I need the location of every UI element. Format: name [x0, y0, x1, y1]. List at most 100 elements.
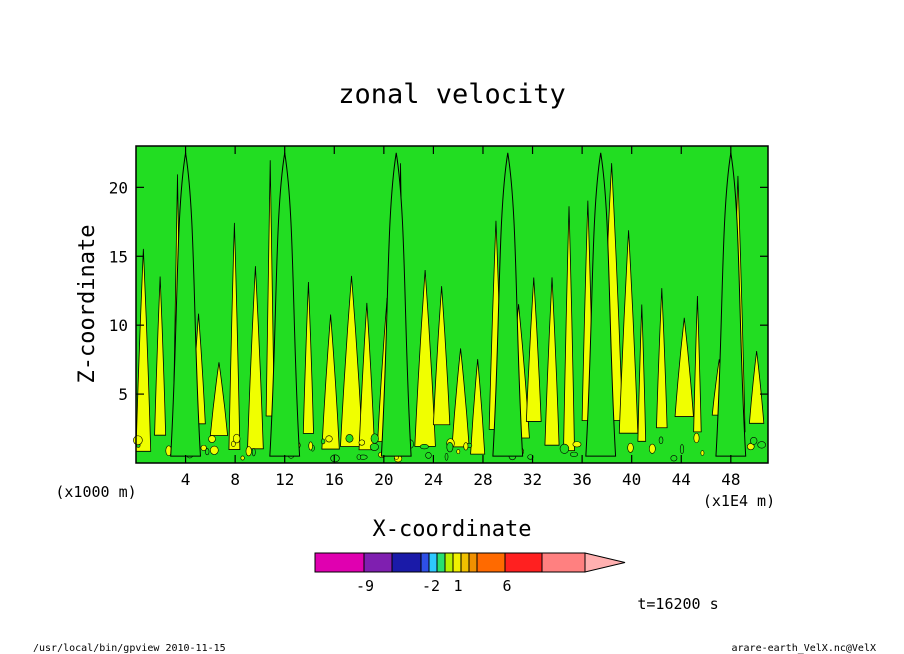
velocity-band-27 — [637, 304, 647, 442]
surface-cell — [208, 435, 216, 443]
surface-cell — [444, 453, 449, 461]
velocity-band-18 — [470, 359, 486, 455]
velocity-band-16 — [432, 286, 451, 426]
velocity-band-10 — [321, 314, 340, 450]
colorbar-cell-12 — [541, 552, 586, 573]
surface-cell — [370, 433, 379, 444]
surface-cell — [456, 449, 461, 455]
surface-cell — [757, 441, 766, 449]
surface-cell — [670, 455, 678, 462]
velocity-field — [133, 152, 766, 463]
x-tick-label-28: 28 — [473, 470, 492, 489]
velocity-band-4 — [209, 362, 229, 436]
footer-source: arare-earth_VelX.nc@VelX — [732, 643, 877, 654]
surface-cell — [200, 444, 207, 451]
velocity-band-11 — [340, 275, 363, 447]
y-tick-label-20: 20 — [109, 178, 128, 197]
colorbar-cell-10 — [476, 552, 506, 573]
colorbar: -9 -2 1 6 — [314, 552, 626, 595]
colorbar-cell-9 — [468, 552, 478, 573]
x-tick-label-16: 16 — [325, 470, 344, 489]
x-tick-label-8: 8 — [230, 470, 240, 489]
plot-frame — [135, 145, 769, 464]
velocity-band-1 — [154, 276, 167, 436]
surface-cell — [325, 435, 333, 443]
plume-2 — [380, 152, 412, 457]
surface-cell — [648, 443, 656, 454]
colorbar-cell-6 — [444, 552, 454, 573]
x-tick-label-12: 12 — [275, 470, 294, 489]
x-tick-label-24: 24 — [424, 470, 443, 489]
surface-cell — [240, 455, 245, 461]
colorbar-label-2: 1 — [453, 577, 462, 595]
surface-cell — [679, 444, 685, 455]
x-tick-label-44: 44 — [672, 470, 691, 489]
velocity-band-17 — [451, 348, 470, 448]
surface-cell — [446, 441, 454, 453]
surface-cell — [627, 442, 634, 453]
colorbar-cell-1 — [363, 552, 393, 573]
surface-cell — [356, 454, 362, 460]
colorbar-cell-8 — [460, 552, 470, 573]
surface-cell — [572, 441, 582, 448]
x-unit-left: (x1000 m) — [55, 483, 136, 501]
velocity-band-30 — [693, 295, 702, 433]
colorbar-cell-0 — [314, 552, 365, 573]
plume-4 — [585, 152, 617, 457]
y-axis: 5 10 15 20 — [109, 178, 768, 404]
surface-cell — [245, 446, 252, 457]
velocity-band-5 — [228, 222, 241, 450]
y-tick-label-15: 15 — [109, 247, 128, 266]
time-label: t=16200 s — [637, 595, 718, 613]
surface-cell — [205, 448, 210, 456]
velocity-band-29 — [674, 317, 694, 417]
colorbar-cell-4 — [428, 552, 438, 573]
colorbar-label-1: -2 — [422, 577, 440, 595]
colorbar-label-3: 6 — [502, 577, 511, 595]
surface-cell — [750, 436, 758, 445]
surface-cell — [419, 444, 429, 450]
velocity-band-9 — [302, 282, 314, 434]
surface-cell — [700, 450, 705, 456]
chart-title: zonal velocity — [338, 79, 566, 110]
velocity-band-15 — [414, 269, 436, 447]
x-tick-label-36: 36 — [572, 470, 591, 489]
x-tick-label-48: 48 — [721, 470, 740, 489]
x-axis: 4 8 12 16 20 24 28 32 36 40 44 48 — [181, 146, 740, 489]
velocity-band-6 — [247, 266, 264, 450]
surface-cell — [658, 436, 664, 445]
velocity-band-21 — [525, 277, 542, 422]
velocity-band-0 — [135, 248, 152, 452]
footer-command: /usr/local/bin/gpview 2010-11-15 — [33, 643, 226, 654]
surface-cell — [570, 451, 578, 458]
surface-cell — [330, 454, 340, 463]
surface-cell — [133, 435, 143, 446]
velocity-band-28 — [656, 288, 668, 429]
colorbar-cell-3 — [420, 552, 430, 573]
surface-cell — [231, 441, 236, 447]
velocity-band-33 — [748, 350, 765, 424]
colorbar-label-0: -9 — [356, 577, 374, 595]
surface-cell — [358, 439, 366, 446]
surface-cell — [369, 443, 379, 451]
surface-cell — [210, 445, 219, 455]
surface-cell — [308, 441, 313, 451]
velocity-band-12 — [358, 302, 376, 451]
surface-cell — [693, 432, 700, 444]
colorbar-extension — [584, 552, 626, 573]
velocity-band-26 — [618, 230, 639, 434]
velocity-band-22 — [544, 277, 560, 446]
surface-cell — [345, 434, 354, 443]
x-tick-label-20: 20 — [374, 470, 393, 489]
x-axis-label: X-coordinate — [373, 517, 532, 542]
x-tick-label-4: 4 — [181, 470, 191, 489]
surface-cell — [251, 448, 256, 457]
colorbar-cell-7 — [452, 552, 462, 573]
surface-cell — [425, 452, 432, 459]
colorbar-cell-5 — [436, 552, 446, 573]
surface-cell — [233, 433, 241, 444]
surface-cell — [320, 438, 326, 445]
velocity-band-23 — [563, 206, 575, 452]
surface-cell — [463, 442, 469, 451]
